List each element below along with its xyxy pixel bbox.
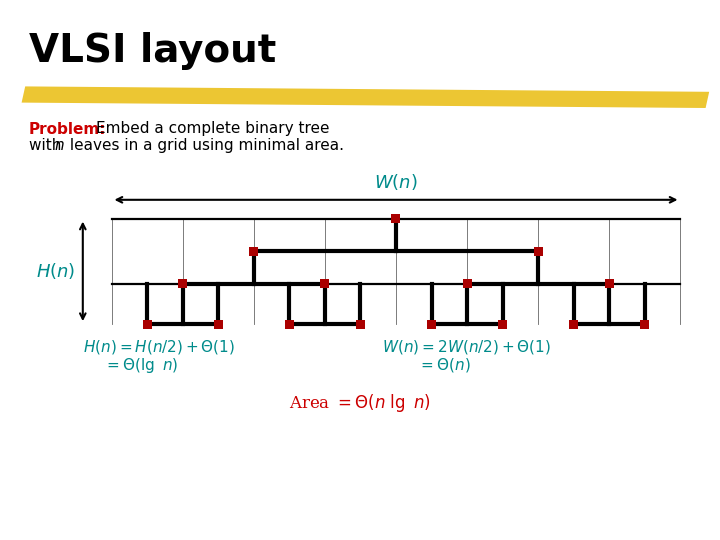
Text: with: with xyxy=(29,138,66,153)
Text: Area $= \Theta(n\ \lg\ n)$: Area $= \Theta(n\ \lg\ n)$ xyxy=(289,392,431,414)
Bar xyxy=(570,320,578,328)
Bar xyxy=(534,247,543,255)
Bar xyxy=(214,320,222,328)
Bar xyxy=(285,320,294,328)
Text: VLSI layout: VLSI layout xyxy=(29,32,276,70)
Bar xyxy=(462,279,472,288)
Text: Embed a complete binary tree: Embed a complete binary tree xyxy=(96,122,329,137)
Bar xyxy=(605,279,613,288)
Bar xyxy=(143,320,152,328)
Text: n: n xyxy=(55,138,64,153)
Text: $W(n)$: $W(n)$ xyxy=(374,172,418,192)
Bar xyxy=(392,214,400,223)
Text: $W(n) = 2W(n/2) + \Theta(1)$: $W(n) = 2W(n/2) + \Theta(1)$ xyxy=(382,338,551,355)
Text: $= \Theta(\lg\ n)$: $= \Theta(\lg\ n)$ xyxy=(104,356,179,375)
Bar xyxy=(320,279,329,288)
Bar xyxy=(356,320,365,328)
Text: Problem:: Problem: xyxy=(29,122,107,137)
Bar xyxy=(179,279,187,288)
Text: leaves in a grid using minimal area.: leaves in a grid using minimal area. xyxy=(65,138,344,153)
Bar xyxy=(498,320,507,328)
Bar xyxy=(640,320,649,328)
Bar xyxy=(249,247,258,255)
Text: $H(n)$$ = H(n/2) + \Theta(1)$: $H(n)$$ = H(n/2) + \Theta(1)$ xyxy=(83,338,235,355)
Bar xyxy=(427,320,436,328)
Text: $H(n)$: $H(n)$ xyxy=(36,261,76,281)
Text: $= \Theta(n)$: $= \Theta(n)$ xyxy=(418,356,470,374)
Polygon shape xyxy=(22,86,709,108)
